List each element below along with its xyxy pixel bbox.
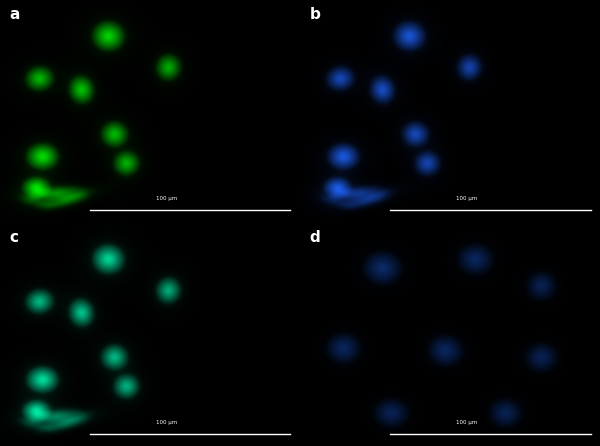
Text: a: a (9, 7, 19, 22)
Text: b: b (310, 7, 320, 22)
Text: 100 μm: 100 μm (155, 420, 177, 425)
Text: 100 μm: 100 μm (456, 420, 478, 425)
Text: d: d (310, 230, 320, 245)
Text: 100 μm: 100 μm (456, 196, 478, 202)
Text: c: c (9, 230, 18, 245)
Text: 100 μm: 100 μm (155, 196, 177, 202)
